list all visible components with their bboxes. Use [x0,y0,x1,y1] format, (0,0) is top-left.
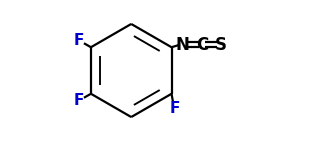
Text: F: F [170,101,180,116]
Text: C: C [196,36,208,54]
Text: N: N [176,36,190,54]
Text: S: S [215,36,227,54]
Text: F: F [74,33,84,48]
Text: F: F [74,93,84,108]
